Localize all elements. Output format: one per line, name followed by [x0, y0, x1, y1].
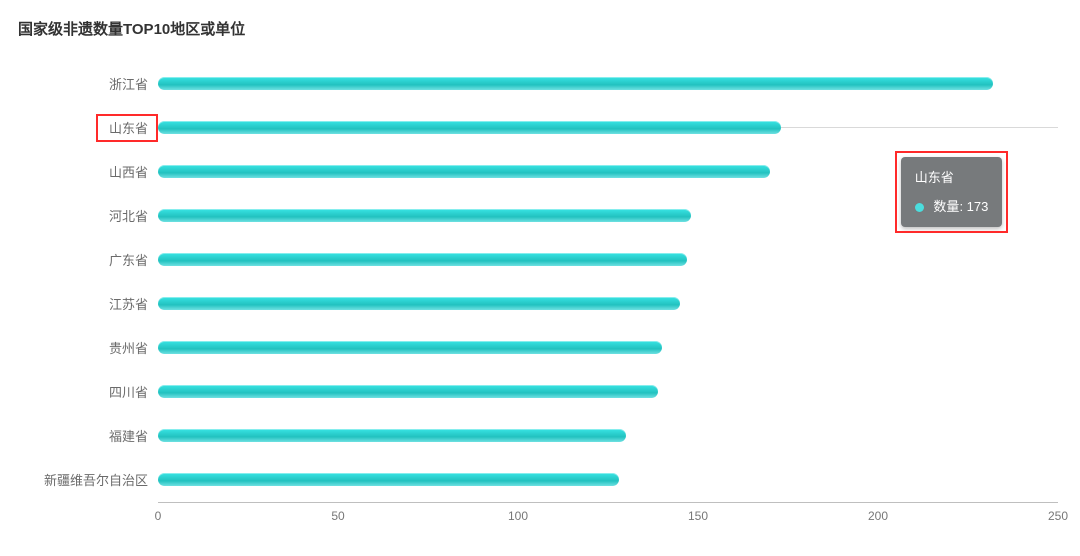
chart-page: 国家级非遗数量TOP10地区或单位 浙江省山东省山西省河北省广东省江苏省贵州省四… — [0, 0, 1080, 556]
y-axis-label: 山西省 — [18, 162, 148, 181]
y-axis-label: 贵州省 — [18, 338, 148, 357]
bar-row[interactable]: 新疆维吾尔自治区 — [158, 457, 1058, 501]
bar-rows: 浙江省山东省山西省河北省广东省江苏省贵州省四川省福建省新疆维吾尔自治区 — [158, 61, 1058, 501]
bar[interactable] — [158, 77, 993, 90]
bar[interactable] — [158, 297, 680, 310]
y-axis-label: 江苏省 — [18, 294, 148, 313]
bar[interactable] — [158, 121, 781, 134]
y-axis-label: 浙江省 — [18, 74, 148, 93]
bar-row[interactable]: 江苏省 — [158, 281, 1058, 325]
plot-area[interactable]: 浙江省山东省山西省河北省广东省江苏省贵州省四川省福建省新疆维吾尔自治区 山东省 … — [158, 61, 1058, 501]
bar-row[interactable]: 四川省 — [158, 369, 1058, 413]
y-axis-label: 四川省 — [18, 382, 148, 401]
x-axis-line — [158, 502, 1058, 503]
chart-title: 国家级非遗数量TOP10地区或单位 — [18, 18, 1062, 39]
chart-area: 浙江省山东省山西省河北省广东省江苏省贵州省四川省福建省新疆维吾尔自治区 山东省 … — [18, 61, 1062, 501]
y-axis-label: 新疆维吾尔自治区 — [18, 470, 148, 489]
bar-row[interactable]: 广东省 — [158, 237, 1058, 281]
bar[interactable] — [158, 165, 770, 178]
bar[interactable] — [158, 385, 658, 398]
bar-row[interactable]: 山东省 — [158, 105, 1058, 149]
bar-row[interactable]: 贵州省 — [158, 325, 1058, 369]
bar[interactable] — [158, 429, 626, 442]
bar[interactable] — [158, 253, 687, 266]
highlight-label-box — [96, 114, 158, 142]
bar-row[interactable]: 浙江省 — [158, 61, 1058, 105]
y-axis-label: 广东省 — [18, 250, 148, 269]
bar[interactable] — [158, 209, 691, 222]
bar[interactable] — [158, 473, 619, 486]
highlight-tooltip-box — [895, 151, 1009, 233]
bar-row[interactable]: 福建省 — [158, 413, 1058, 457]
y-axis-label: 河北省 — [18, 206, 148, 225]
bar[interactable] — [158, 341, 662, 354]
y-axis-label: 福建省 — [18, 426, 148, 445]
